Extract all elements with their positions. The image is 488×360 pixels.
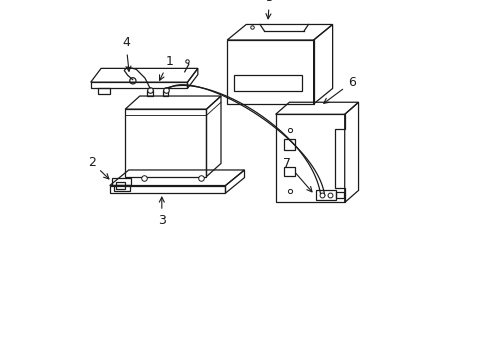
Text: 6: 6 [323, 76, 355, 103]
Bar [284, 167, 295, 176]
Text: 7: 7 [283, 157, 311, 192]
Bar [284, 139, 295, 150]
Text: 2: 2 [88, 156, 109, 179]
Bar [163, 90, 168, 96]
Bar [125, 109, 206, 176]
Text: 4: 4 [122, 36, 131, 71]
Text: 3: 3 [158, 197, 165, 227]
Bar [112, 178, 131, 185]
Bar [147, 90, 153, 96]
Bar [116, 182, 124, 189]
Bar [336, 192, 344, 198]
Bar [109, 185, 225, 193]
Bar [114, 185, 129, 192]
Bar [227, 40, 313, 104]
Text: 1: 1 [159, 55, 173, 80]
Text: 5: 5 [265, 0, 273, 19]
Bar [234, 75, 301, 91]
Bar [316, 190, 336, 200]
